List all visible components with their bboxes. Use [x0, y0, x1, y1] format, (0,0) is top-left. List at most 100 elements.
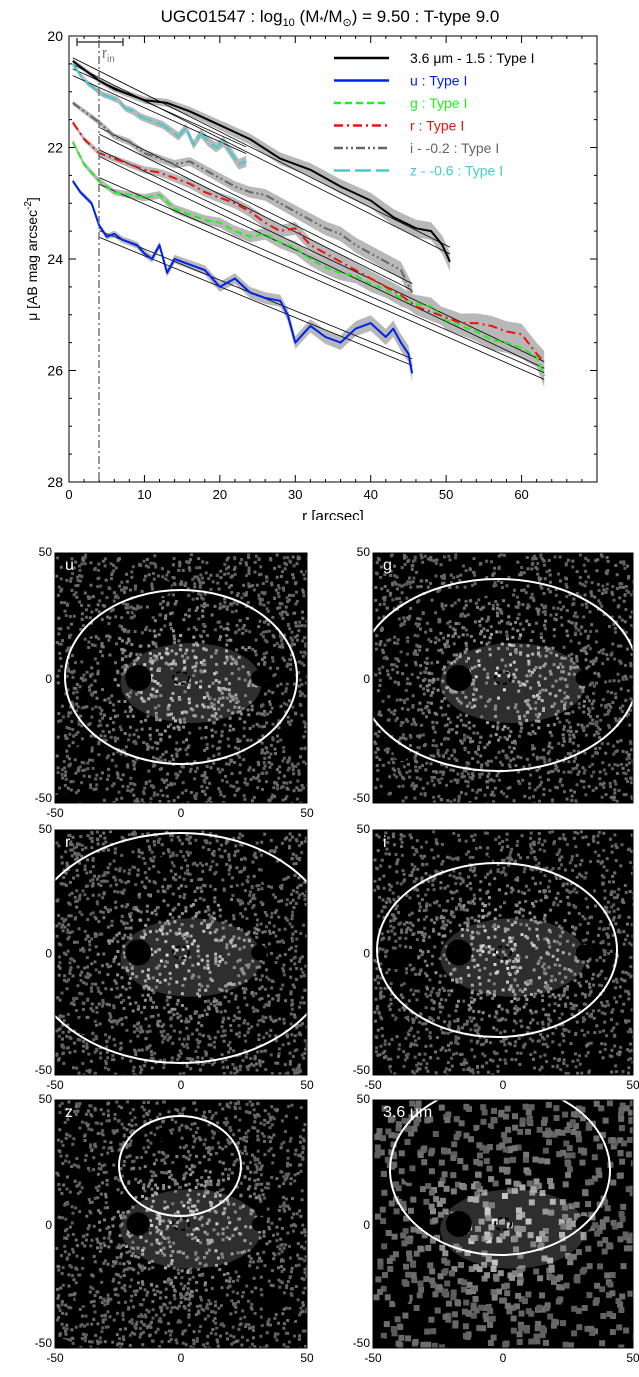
pixel [93, 874, 96, 878]
pixel [170, 712, 173, 716]
pixel [408, 614, 412, 618]
pixel [133, 866, 137, 869]
pixel [275, 642, 279, 646]
pixel [160, 767, 164, 771]
pixel [278, 631, 282, 635]
pixel [248, 630, 252, 634]
pixel [482, 627, 486, 631]
pixel [459, 701, 463, 705]
pixel [208, 832, 212, 836]
pixel [90, 989, 94, 993]
pixel [288, 722, 292, 726]
panel-image [373, 553, 633, 803]
pixel [171, 853, 175, 857]
pixel [245, 574, 248, 578]
pixel [258, 987, 262, 991]
pixel [442, 755, 446, 759]
pixel [67, 744, 71, 748]
pixel [525, 556, 529, 559]
pixel [223, 597, 227, 601]
pixel [612, 598, 616, 602]
pixel [411, 704, 415, 708]
pixel [621, 675, 625, 679]
pixel [232, 935, 236, 939]
pixel [208, 781, 211, 785]
pixel [229, 699, 232, 703]
pixel [295, 673, 299, 677]
pixel [302, 786, 305, 790]
pixel [260, 985, 264, 989]
pixel [227, 628, 230, 632]
pixel [586, 724, 589, 728]
pixel [164, 960, 168, 964]
pixel [148, 727, 152, 731]
pixel [466, 761, 470, 765]
pixel [614, 692, 618, 696]
pixel [565, 719, 569, 723]
pixel [177, 728, 181, 731]
pixel [489, 793, 493, 797]
pixel [224, 677, 228, 681]
pixel [479, 632, 482, 636]
pixel [599, 718, 603, 722]
pixel [217, 740, 221, 744]
pixel [83, 929, 87, 933]
pixel [555, 765, 559, 769]
pixel [262, 630, 265, 634]
pixel [89, 986, 93, 990]
pixel [287, 759, 290, 763]
pixel [583, 584, 587, 588]
pixel [255, 927, 259, 931]
pixel [65, 726, 69, 729]
pixel [105, 724, 109, 728]
pixel [132, 1024, 136, 1028]
pixel [106, 1056, 110, 1060]
pixel [271, 980, 275, 983]
pixel [65, 674, 69, 678]
pixel [525, 674, 529, 678]
pixel [223, 661, 227, 665]
pixel [80, 992, 84, 996]
pixel [377, 730, 381, 734]
pixel [269, 838, 273, 842]
pixel [517, 680, 521, 684]
pixel [605, 587, 609, 591]
pixel [231, 1063, 235, 1066]
pixel [568, 592, 572, 596]
pixel [194, 641, 198, 645]
pixel [158, 928, 162, 932]
pixel [216, 767, 220, 771]
pixel [123, 732, 127, 735]
pixel [449, 720, 452, 724]
pixel [627, 768, 630, 772]
pixel [475, 752, 479, 756]
pixel [273, 673, 277, 676]
pixel [197, 557, 201, 561]
pixel [228, 692, 232, 696]
pixel [114, 867, 118, 871]
pixel [506, 726, 510, 730]
pixel [192, 973, 195, 977]
pixel [179, 634, 183, 637]
pixel [440, 604, 444, 608]
pixel [121, 784, 125, 788]
pixel [71, 702, 75, 706]
pixel [270, 885, 273, 889]
pixel [553, 555, 557, 559]
pixel [214, 952, 218, 956]
pixel [82, 753, 86, 757]
pixel [594, 751, 598, 754]
pixel [445, 723, 449, 727]
pixel [242, 794, 246, 798]
pixel [190, 976, 194, 980]
pixel [399, 736, 403, 740]
pixel [290, 925, 294, 929]
pixel [94, 1037, 98, 1041]
pixel [237, 1010, 241, 1014]
pixel [500, 763, 504, 767]
pixel [205, 561, 209, 565]
pixel [290, 856, 294, 860]
pixel [226, 737, 230, 741]
pixel [551, 646, 555, 650]
pixel [501, 749, 505, 753]
